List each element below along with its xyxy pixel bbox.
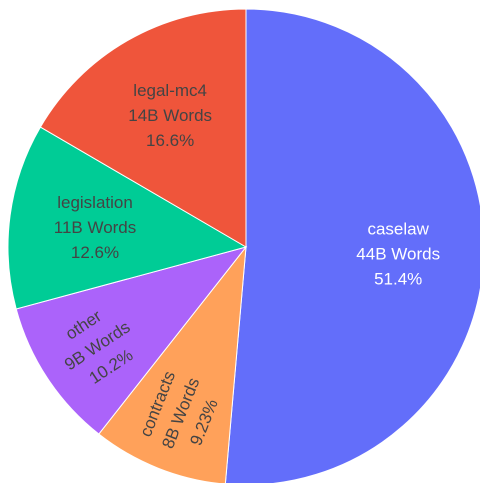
slice-label-legislation: legislation 11B Words 12.6%: [54, 193, 137, 262]
pie-slice-legal-mc4[interactable]: [39, 8, 247, 248]
slice-percent-label: 12.6%: [71, 243, 119, 262]
slice-label-legal-mc4: legal-mc4 14B Words 16.6%: [128, 81, 212, 150]
slice-label-caselaw: caselaw 44B Words 51.4%: [356, 220, 440, 289]
slice-percent-label: 16.6%: [146, 131, 194, 150]
slice-amount-label: 14B Words: [128, 106, 212, 125]
pie-slice-legislation[interactable]: [7, 126, 248, 310]
pie-slice-contracts[interactable]: [98, 245, 247, 483]
pie-slice-caselaw[interactable]: [224, 8, 480, 483]
slice-amount-label: 11B Words: [54, 218, 137, 237]
slice-name-label: legal-mc4: [133, 81, 207, 100]
slice-name-label: legislation: [57, 193, 133, 212]
slice-name-label: caselaw: [367, 220, 429, 239]
slice-amount-label: 44B Words: [356, 245, 440, 264]
slice-percent-label: 51.4%: [374, 270, 422, 289]
